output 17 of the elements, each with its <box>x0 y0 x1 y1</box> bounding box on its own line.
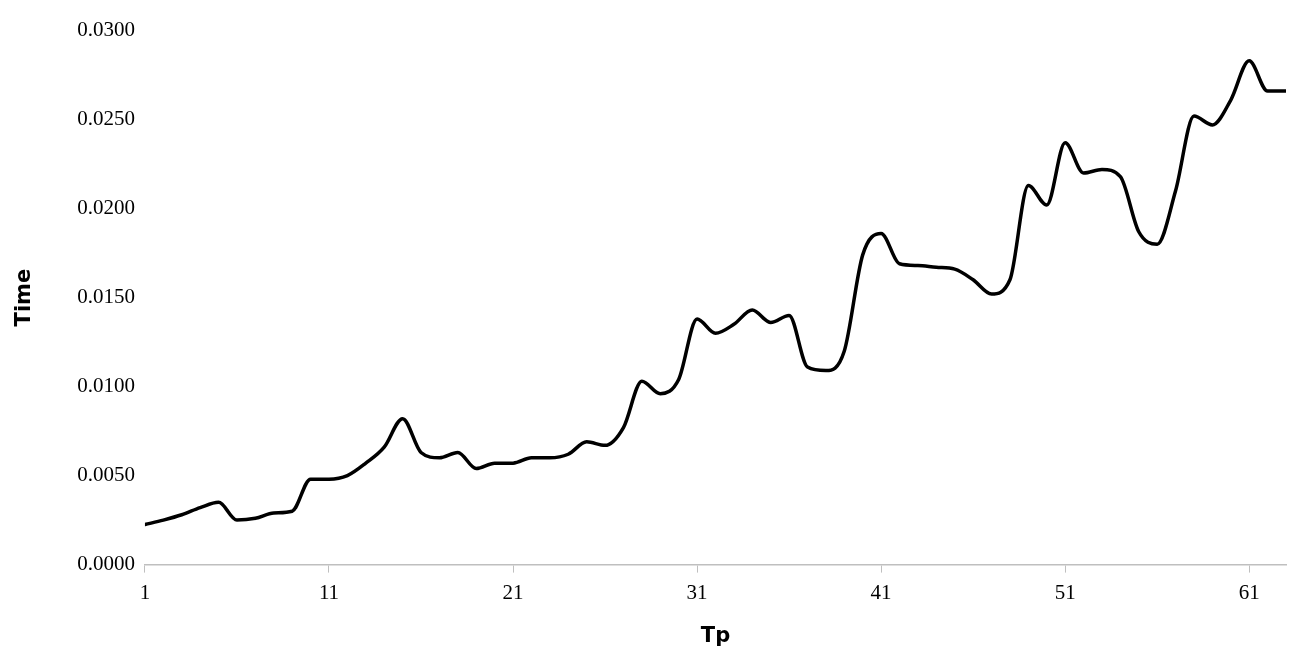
y-tick-label: 0.0200 <box>77 195 135 220</box>
y-tick-label: 0.0150 <box>77 284 135 309</box>
y-tick-label: 0.0050 <box>77 462 135 487</box>
x-axis-title: Tp <box>700 622 731 647</box>
x-tick-label: 61 <box>1238 579 1260 604</box>
x-tick-label: 41 <box>870 579 892 604</box>
y-tick-label: 0.0250 <box>77 106 135 131</box>
x-tick-label: 31 <box>686 579 708 604</box>
x-tick-label: 51 <box>1054 579 1076 604</box>
y-axis-title: Time <box>11 268 36 327</box>
x-tick-label: 1 <box>139 579 151 604</box>
y-tick-label: 0.0300 <box>77 17 135 42</box>
line-series <box>144 59 1286 527</box>
y-tick-label: 0.0100 <box>77 373 135 398</box>
x-tick-label: 11 <box>318 579 340 604</box>
x-tick-label: 21 <box>502 579 524 604</box>
y-tick-label: 0.0000 <box>77 551 135 576</box>
